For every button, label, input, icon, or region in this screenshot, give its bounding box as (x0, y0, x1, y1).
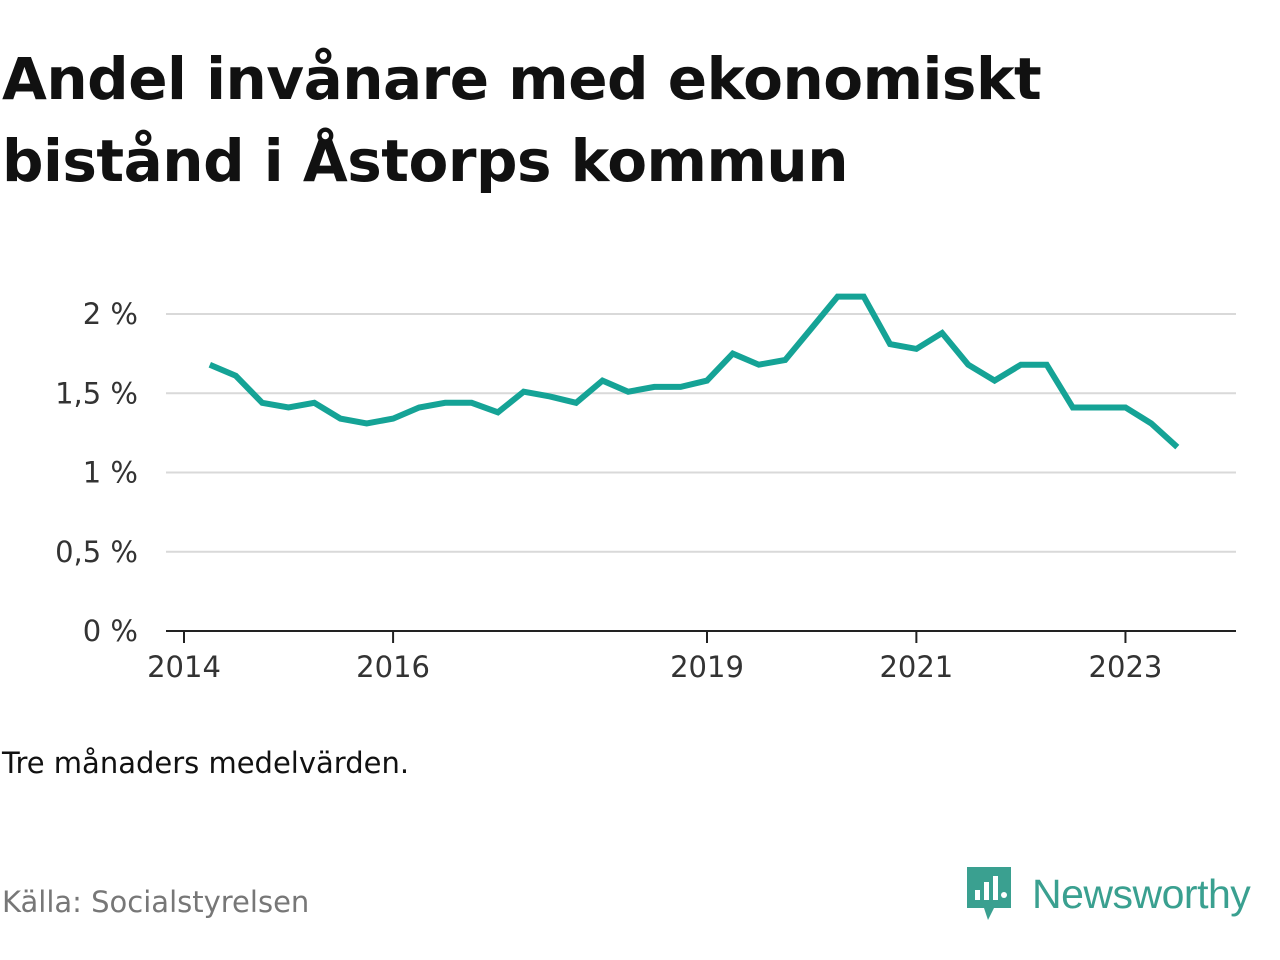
x-tick-label: 2019 (670, 650, 744, 684)
y-tick-label: 0 % (83, 614, 138, 648)
series-line (208, 293, 1180, 450)
chart-title: Andel invånare med ekonomiskt bistånd i … (2, 45, 1042, 195)
y-tick-label: 1 % (83, 456, 138, 490)
newsworthy-logo-icon (967, 867, 1011, 920)
source-credit: Källa: Socialstyrelsen (2, 885, 310, 919)
x-axis: 2014 2016 2019 2021 2023 (147, 630, 1236, 684)
series-line-layer (208, 293, 1180, 450)
y-tick-label: 1,5 % (55, 376, 138, 410)
x-tick-label: 2023 (1089, 650, 1163, 684)
y-tick-label: 2 % (83, 297, 138, 331)
brand-logo: Newsworthy (964, 862, 1251, 926)
x-tick-label: 2016 (356, 650, 430, 684)
gridlines (166, 313, 1236, 553)
x-tick-label: 2021 (879, 650, 953, 684)
x-tick-label: 2014 (147, 650, 221, 684)
brand-name: Newsworthy (1032, 870, 1251, 917)
chart-note: Tre månaders medelvärden. (2, 746, 410, 780)
line-chart: 0 % 0,5 % 1 % 1,5 % 2 % 2014 2016 2019 2021 2023 (55, 293, 1236, 684)
y-axis-ticks: 0 % 0,5 % 1 % 1,5 % 2 % (55, 297, 138, 648)
y-tick-label: 0,5 % (55, 535, 138, 569)
